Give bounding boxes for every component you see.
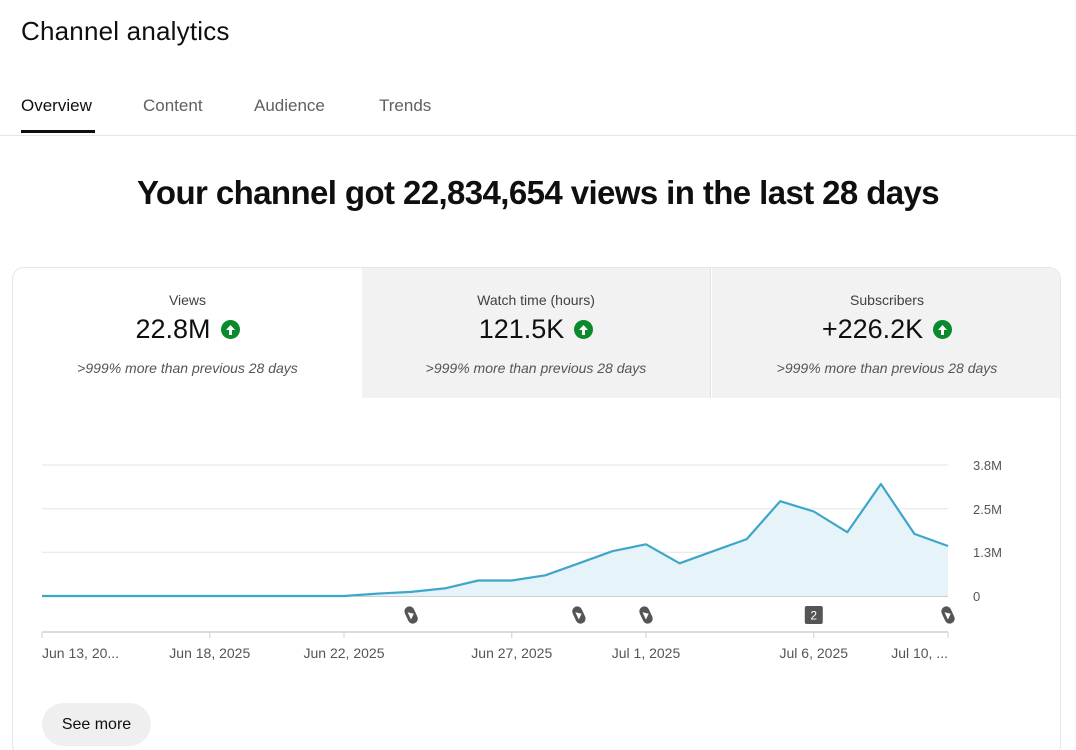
series-line [42, 482, 949, 598]
views-summary-headline: Your channel got 22,834,654 views in the… [136, 174, 940, 211]
y-tick-label: 3.8M [973, 458, 1002, 473]
shorts-icon [572, 606, 586, 624]
y-tick-label: 2.5M [973, 502, 1002, 517]
tab-content[interactable]: Content [143, 96, 203, 115]
shorts-icon [639, 606, 653, 624]
event-count-label: 2 [810, 609, 817, 623]
metric-label: Subscribers [850, 292, 924, 308]
y-tick-label: 0 [973, 589, 980, 604]
x-tick-label: Jul 1, 2025 [612, 645, 681, 661]
tab-bar: Overview Content Audience Trends [0, 86, 1076, 136]
arrow-up-icon [933, 320, 953, 339]
x-tick-label: Jun 13, 20... [42, 645, 119, 661]
tab-audience[interactable]: Audience [254, 96, 325, 115]
metric-card-watch-time[interactable]: Watch time (hours) 121.5K >999% more tha… [362, 268, 711, 398]
metric-value: +226.2K [821, 314, 924, 344]
see-more-button[interactable]: See more [42, 703, 151, 746]
x-tick-label: Jun 27, 2025 [471, 645, 552, 661]
arrow-up-icon [220, 320, 240, 339]
tab-overview[interactable]: Overview [21, 96, 92, 115]
x-tick-label: Jul 10, ... [891, 645, 948, 661]
metric-card-views[interactable]: Views 22.8M >999% more than previous 28 … [13, 268, 362, 398]
metric-value: 22.8M [135, 314, 211, 344]
metric-comparison: >999% more than previous 28 days [425, 360, 647, 376]
x-tick-label: Jul 6, 2025 [780, 645, 849, 661]
x-tick-label: Jun 22, 2025 [304, 645, 385, 661]
views-line-chart: 0 1.3M 2.5M 3.8M Jun 13, 20... Jun 18, 2025 Ju… [41, 458, 1002, 661]
metric-card-subscribers[interactable]: Subscribers +226.2K >999% more than prev… [712, 268, 1060, 398]
metric-value: 121.5K [478, 314, 565, 344]
page-title: Channel analytics [21, 16, 230, 46]
metric-label: Views [168, 292, 207, 308]
metric-label: Watch time (hours) [477, 292, 595, 308]
x-tick-label: Jun 18, 2025 [169, 645, 250, 661]
shorts-icon [404, 606, 418, 624]
tab-trends[interactable]: Trends [379, 96, 432, 115]
arrow-up-icon [574, 320, 594, 339]
shorts-icon [941, 606, 955, 624]
series-area [42, 484, 948, 596]
event-count-marker [804, 606, 823, 624]
y-tick-label: 1.3M [973, 545, 1002, 560]
active-tab-indicator [21, 130, 95, 133]
metric-comparison: >999% more than previous 28 days [77, 360, 298, 376]
metric-comparison: >999% more than previous 28 days [776, 360, 998, 376]
